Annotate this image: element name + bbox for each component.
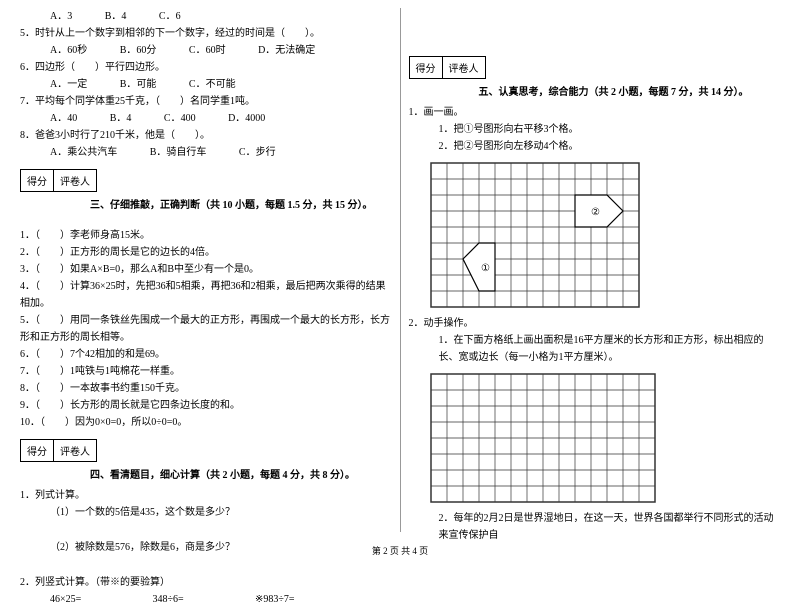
left-column: A．3 B．4 C．6 5．时针从上一个数字到相邻的下一个数字，经过的时间是（ …	[12, 8, 401, 532]
score-label: 得分	[20, 169, 53, 192]
calc2-items: 46×25= 348÷6= ※983÷7=	[20, 591, 392, 608]
q7: 7．平均每个同学体重25千克，（ ）名同学重1吨。	[20, 93, 392, 110]
grid1-svg: ①②	[429, 161, 641, 309]
opt-c: C．400	[164, 110, 196, 127]
judge-4: 4．（ ）计算36×25时，先把36和5相乘，再把36和2相乘，最后把两次乘得的…	[20, 278, 392, 312]
calc1-1: （1）一个数的5倍是435，这个数是多少？	[20, 504, 392, 521]
judge-5: 5．（ ）用同一条铁丝先围成一个最大的正方形，再围成一个最大的长方形，长方形和正…	[20, 312, 392, 346]
judge-3: 3．（ ）如果A×B=0，那么A和B中至少有一个是0。	[20, 261, 392, 278]
opt-b: B．4	[105, 8, 127, 25]
judge-6: 6．（ ）7个42相加的和是69。	[20, 346, 392, 363]
score-label: 得分	[20, 439, 53, 462]
judge-2: 2．（ ）正方形的周长是它的边长的4倍。	[20, 244, 392, 261]
section4-title: 四、看清题目，细心计算（共 2 小题，每题 4 分，共 8 分）。	[20, 466, 392, 481]
r-q1-1: 1．把①号图形向右平移3个格。	[409, 121, 781, 138]
opt-d: D．4000	[228, 110, 265, 127]
opt-a: A．乘公共汽车	[50, 144, 117, 161]
score-box-4: 得分 评卷人	[20, 439, 392, 462]
opt-b: B．骑自行车	[150, 144, 207, 161]
score-box-3: 得分 评卷人	[20, 169, 392, 192]
calc1: 1．列式计算。	[20, 487, 392, 504]
opt-c: C．6	[159, 8, 181, 25]
opt-b: B．可能	[120, 76, 157, 93]
opt-c: C．60时	[189, 42, 226, 59]
opt-a: A．一定	[50, 76, 87, 93]
q6-options: A．一定 B．可能 C．不可能	[20, 76, 392, 93]
opt-c: C．步行	[239, 144, 276, 161]
opt-d: D．无法确定	[258, 42, 315, 59]
svg-text:①: ①	[481, 263, 490, 274]
opt-c: C．不可能	[189, 76, 236, 93]
opt-b: B．60分	[120, 42, 157, 59]
grid1-container: ①②	[429, 161, 781, 309]
q7-options: A．40 B．4 C．400 D．4000	[20, 110, 392, 127]
grader-label: 评卷人	[442, 56, 486, 79]
grader-label: 评卷人	[53, 169, 97, 192]
q5: 5．时针从上一个数字到相邻的下一个数字，经过的时间是（ ）。	[20, 25, 392, 42]
r-q2-1: 1．在下面方格纸上画出面积是16平方厘米的长方形和正方形，标出相应的长、宽或边长…	[409, 332, 781, 366]
judge-10: 10．（ ）因为0×0=0，所以0÷0=0。	[20, 414, 392, 431]
q6: 6．四边形（ ）平行四边形。	[20, 59, 392, 76]
opt-a: A．60秒	[50, 42, 87, 59]
score-label: 得分	[409, 56, 442, 79]
opt-a: A．40	[50, 110, 77, 127]
r-q2-2: 2．每年的2月2日是世界湿地日，在这一天，世界各国都举行不同形式的活动来宣传保护…	[409, 510, 781, 544]
calc-item-b: 348÷6=	[153, 591, 253, 608]
q8: 8．爸爸3小时行了210千米，他是（ ）。	[20, 127, 392, 144]
q8-options: A．乘公共汽车 B．骑自行车 C．步行	[20, 144, 392, 161]
svg-text:②: ②	[591, 207, 600, 218]
calc2: 2．列竖式计算。（带※的要验算）	[20, 574, 392, 591]
judge-7: 7．（ ）1吨铁与1吨棉花一样重。	[20, 363, 392, 380]
grid2-container	[429, 372, 781, 504]
section5-title: 五、认真思考，综合能力（共 2 小题，每题 7 分，共 14 分）。	[409, 83, 781, 98]
score-box-5: 得分 评卷人	[409, 56, 781, 79]
opt-b: B．4	[110, 110, 132, 127]
opt-a: A．3	[50, 8, 72, 25]
grid2-svg	[429, 372, 657, 504]
grader-label: 评卷人	[53, 439, 97, 462]
calc1-2: （2）被除数是576，除数是6，商是多少？	[20, 539, 392, 556]
right-column: 得分 评卷人 五、认真思考，综合能力（共 2 小题，每题 7 分，共 14 分）…	[401, 8, 789, 532]
calc-item-c: ※983÷7=	[255, 591, 355, 608]
judge-1: 1．（ ）李老师身高15米。	[20, 227, 392, 244]
r-q1-2: 2．把②号图形向左移动4个格。	[409, 138, 781, 155]
calc-item-a: 46×25=	[50, 591, 150, 608]
r-q2: 2．动手操作。	[409, 315, 781, 332]
q5-options: A．60秒 B．60分 C．60时 D．无法确定	[20, 42, 392, 59]
judge-8: 8．（ ）一本故事书约重150千克。	[20, 380, 392, 397]
q4-options: A．3 B．4 C．6	[20, 8, 392, 25]
r-q1: 1．画一画。	[409, 104, 781, 121]
section3-title: 三、仔细推敲，正确判断（共 10 小题，每题 1.5 分，共 15 分）。	[20, 196, 392, 211]
judge-9: 9．（ ）长方形的周长就是它四条边长度的和。	[20, 397, 392, 414]
